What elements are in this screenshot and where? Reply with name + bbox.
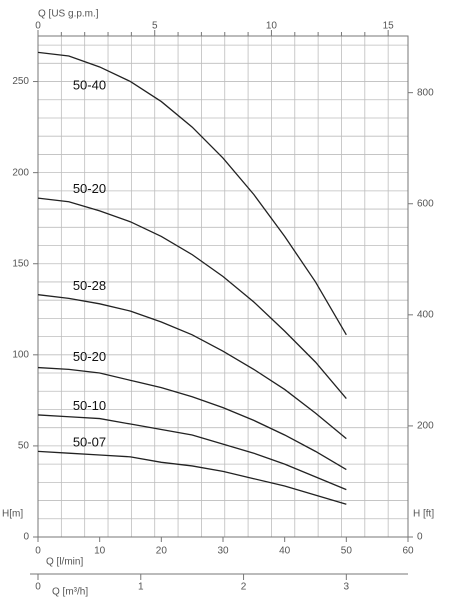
curve-label: 50-20 xyxy=(73,181,106,196)
x2-axis-label: Q [US g.p.m.] xyxy=(38,9,99,20)
x3-tick-label: 3 xyxy=(344,582,350,593)
x-axis-label: Q [l/min] xyxy=(46,557,83,568)
y2-tick-label: 800 xyxy=(417,87,434,98)
x2-tick-label: 10 xyxy=(266,21,278,32)
curve xyxy=(37,197,347,399)
x-tick-label: 0 xyxy=(35,546,41,557)
curve xyxy=(37,294,347,440)
curve-label: 50-10 xyxy=(73,398,106,413)
curve-label: 50-07 xyxy=(73,435,106,450)
x3-tick-label: 0 xyxy=(35,582,41,593)
y-tick-label: 150 xyxy=(12,258,29,269)
y-tick-label: 250 xyxy=(12,76,29,87)
x-tick-label: 10 xyxy=(94,546,106,557)
plot-frame xyxy=(37,35,409,538)
curve xyxy=(37,366,347,471)
x-tick-label: 20 xyxy=(156,546,168,557)
x2-tick-label: 15 xyxy=(383,21,395,32)
x-tick-label: 60 xyxy=(402,546,414,557)
x-tick-label: 40 xyxy=(279,546,291,557)
curve-label: 50-28 xyxy=(73,278,106,293)
x-tick-label: 50 xyxy=(341,546,353,557)
curve-label: 50-40 xyxy=(73,77,106,92)
x2-tick-label: 0 xyxy=(35,21,41,32)
x-tick-label: 30 xyxy=(217,546,229,557)
curve xyxy=(37,414,347,491)
y-tick-label: 200 xyxy=(12,167,29,178)
x3-tick-label: 2 xyxy=(241,582,247,593)
curve xyxy=(37,51,347,336)
y2-tick-label: 200 xyxy=(417,421,434,432)
x3-axis-label: Q [m³/h] xyxy=(52,587,88,598)
x3-tick-label: 1 xyxy=(138,582,144,593)
y-axis-label: H[m] xyxy=(2,509,23,520)
y-tick-label: 0 xyxy=(23,532,29,543)
y2-tick-label: 600 xyxy=(417,198,434,209)
y2-tick-label: 0 xyxy=(417,532,423,543)
y2-axis-label: H [ft] xyxy=(413,509,434,520)
curve xyxy=(37,450,347,505)
y2-tick-label: 400 xyxy=(417,309,434,320)
curve-label: 50-20 xyxy=(73,349,106,364)
y-tick-label: 100 xyxy=(12,349,29,360)
y-tick-label: 50 xyxy=(18,441,30,452)
x2-tick-label: 5 xyxy=(152,21,158,32)
